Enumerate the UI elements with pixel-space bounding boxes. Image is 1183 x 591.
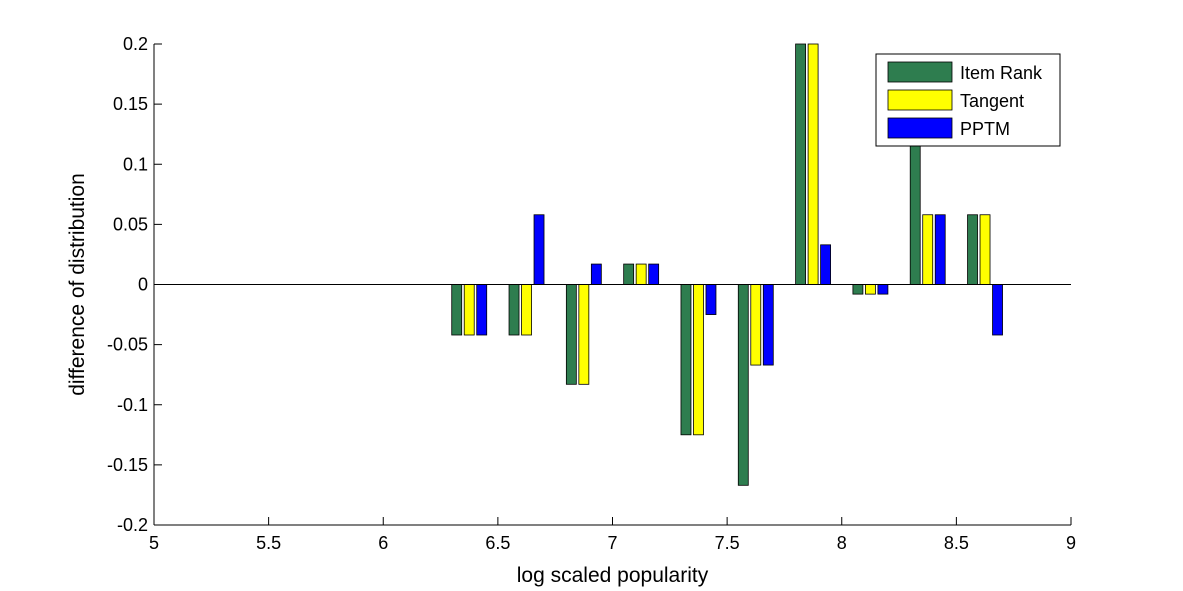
x-tick-label: 6.5: [485, 533, 510, 553]
x-tick-label: 8.5: [944, 533, 969, 553]
bar-item-rank-8: [909, 143, 921, 285]
legend-swatch: [887, 117, 953, 139]
y-tick-label: -0.2: [117, 515, 148, 535]
y-tick-label: 0.1: [123, 154, 148, 174]
legend-label: Item Rank: [960, 63, 1043, 83]
bar-tangent-3: [635, 263, 647, 285]
bar-pptm-5: [762, 284, 774, 366]
legend-swatch: [887, 61, 953, 83]
x-axis-label: log scaled popularity: [517, 564, 709, 587]
bar-pptm-8: [934, 214, 946, 285]
bar-tangent-2: [578, 284, 590, 385]
bar-pptm-3: [648, 263, 660, 285]
x-tick-label: 5.5: [256, 533, 281, 553]
bar-item-rank-1: [508, 284, 520, 336]
bar-tangent-1: [521, 284, 532, 336]
bar-item-rank-2: [565, 284, 577, 385]
bar-item-rank-9: [967, 214, 978, 285]
bar-tangent-4: [693, 284, 704, 436]
y-tick-label: -0.1: [117, 395, 148, 415]
bar-tangent-5: [750, 284, 762, 366]
y-tick-label: 0: [138, 275, 148, 295]
bar-pptm-7: [877, 284, 889, 295]
bar-pptm-9: [992, 284, 1003, 336]
bar-item-rank-0: [451, 284, 463, 336]
x-tick-label: 5: [149, 533, 159, 553]
bar-pptm-2: [590, 263, 602, 285]
axes-layer: 5 5.5 6 6.5 7 7.5 8 8.5 9 -0.2 -0.15 -0.1 -0.05 0 0.05…: [107, 34, 1076, 553]
legend-swatch: [887, 89, 953, 111]
bar-pptm-1: [533, 214, 545, 285]
legend-label: PPTM: [960, 119, 1010, 139]
bar-item-rank-7: [852, 284, 864, 295]
x-tick-label: 8: [837, 533, 847, 553]
bar-tangent-9: [979, 214, 991, 285]
x-tick-label: 7: [607, 533, 617, 553]
bar-tangent-7: [865, 284, 876, 295]
x-tick-label: 9: [1066, 533, 1076, 553]
y-tick-label: 0.2: [123, 34, 148, 54]
bar-item-rank-5: [737, 284, 749, 486]
bar-item-rank-3: [623, 263, 635, 285]
y-tick-label: 0.05: [113, 214, 148, 234]
y-tick-label: -0.05: [107, 335, 148, 355]
bar-item-rank-4: [680, 284, 692, 436]
y-axis-label: difference of distribution: [66, 173, 89, 396]
legend: Item Rank Tangent PPTM: [875, 53, 1061, 147]
bar-pptm-6: [820, 244, 831, 285]
legend-label: Tangent: [960, 91, 1024, 111]
bar-tangent-6: [807, 43, 819, 285]
y-tick-label: -0.15: [107, 455, 148, 475]
y-tick-label: 0.15: [113, 94, 148, 114]
x-tick-label: 6: [378, 533, 388, 553]
bar-pptm-0: [476, 284, 488, 336]
x-tick-label: 7.5: [715, 533, 740, 553]
bar-tangent-8: [922, 214, 934, 285]
bar-tangent-0: [463, 284, 475, 336]
bar-pptm-4: [705, 284, 717, 315]
bar-item-rank-6: [795, 43, 806, 285]
bars-layer: [451, 43, 1003, 486]
